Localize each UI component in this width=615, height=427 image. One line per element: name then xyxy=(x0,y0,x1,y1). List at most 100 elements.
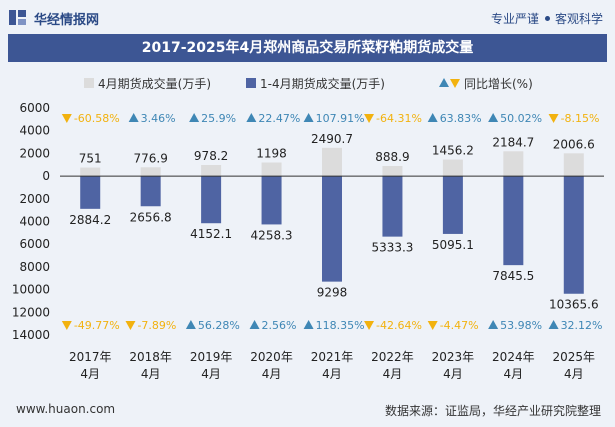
bar-cumulative xyxy=(140,176,161,207)
bar-april xyxy=(80,167,101,177)
value-label-cumulative: 10365.6 xyxy=(549,298,599,312)
growth-up-triangle-icon xyxy=(249,320,260,329)
growth-label-april: 3.46% xyxy=(141,112,176,125)
x-tick-label-year: 2023年 xyxy=(432,350,475,364)
growth-down-triangle-icon xyxy=(364,114,375,123)
value-label-cumulative: 7845.5 xyxy=(492,269,534,283)
growth-up-triangle-icon xyxy=(548,320,559,329)
x-tick-label-year: 2024年 xyxy=(492,350,535,364)
y-tick-label: 2000 xyxy=(19,146,50,160)
x-tick-label-year: 2025年 xyxy=(553,350,596,364)
growth-up-triangle-icon xyxy=(303,113,314,122)
growth-label-april: 25.9% xyxy=(201,112,236,125)
x-tick-label-month: 4月 xyxy=(443,367,463,381)
growth-down-triangle-icon xyxy=(61,321,72,330)
value-label-april: 2490.7 xyxy=(311,132,353,146)
slogan-left: 专业严谨 xyxy=(490,12,539,26)
growth-up-triangle-icon xyxy=(246,113,257,122)
slogan-dot-icon xyxy=(544,16,550,21)
slogan-right: 客观科学 xyxy=(554,12,603,26)
value-labels: 751 2884.2 776.9 2656.8 978.2 4152.1 1198 4258.… xyxy=(69,132,598,312)
x-tick-label-month: 4月 xyxy=(262,367,282,381)
y-tick-label: 12000 xyxy=(12,305,50,319)
growth-labels: -60.58% 3.46% 25.9% 22.47% 107.91% -64.31% 63.… xyxy=(61,112,603,332)
bar-april xyxy=(563,153,584,177)
growth-down-triangle-icon xyxy=(548,114,559,123)
x-tick-label-year: 2019年 xyxy=(190,350,233,364)
y-tick-label: 2000 xyxy=(19,192,50,206)
growth-label-cumulative: -49.77% xyxy=(74,319,120,332)
growth-up-triangle-icon xyxy=(303,320,314,329)
x-tick-label-month: 4月 xyxy=(322,367,342,381)
x-tick-label-month: 4月 xyxy=(504,367,524,381)
growth-label-cumulative: 56.28% xyxy=(198,319,240,332)
growth-up-triangle-icon xyxy=(185,320,196,329)
legend-label-cumulative: 1-4月期货成交量(万手) xyxy=(260,76,385,91)
y-tick-label: 8000 xyxy=(19,260,50,274)
chart-area: 4月期货成交量(万手) 1-4月期货成交量(万手) 同比增长(%) 14000 120… xyxy=(12,76,604,381)
y-tick-label: 0 xyxy=(42,169,50,183)
x-tick-label-year: 2017年 xyxy=(69,350,112,364)
growth-label-april: 22.47% xyxy=(258,112,300,125)
bar-cumulative xyxy=(80,176,101,209)
growth-down-triangle-icon xyxy=(364,321,375,330)
value-label-cumulative: 2884.2 xyxy=(69,213,111,227)
y-tick-label: 4000 xyxy=(19,124,50,138)
legend: 4月期货成交量(万手) 1-4月期货成交量(万手) 同比增长(%) xyxy=(84,76,533,91)
bar-april xyxy=(503,151,524,177)
x-tick-label-month: 4月 xyxy=(564,367,584,381)
brand-logo-icon xyxy=(9,10,26,25)
growth-label-april: 50.02% xyxy=(500,112,542,125)
y-tick-label: 6000 xyxy=(19,101,50,115)
title-bar: 2017-2025年4月郑州商品交易所菜籽粕期货成交量 xyxy=(8,34,607,62)
y-tick-label: 4000 xyxy=(19,215,50,229)
bar-april xyxy=(261,162,282,177)
growth-up-triangle-icon xyxy=(128,113,139,122)
x-tick-label-month: 4月 xyxy=(141,367,161,381)
x-tick-label-year: 2021年 xyxy=(311,350,354,364)
growth-down-triangle-icon xyxy=(427,321,438,330)
growth-label-april: -8.15% xyxy=(561,112,600,125)
growth-label-cumulative: -7.89% xyxy=(137,319,176,332)
growth-down-triangle-icon xyxy=(61,114,72,123)
bar-april xyxy=(201,164,222,177)
growth-label-cumulative: 2.56% xyxy=(262,319,297,332)
bar-cumulative xyxy=(382,176,403,237)
bars xyxy=(80,147,584,294)
y-axis: 14000 12000 10000 8000 6000 4000 2000 0 2000 4000… xyxy=(12,101,50,342)
value-label-april: 2184.7 xyxy=(492,135,534,149)
bar-april xyxy=(322,147,342,177)
bar-cumulative xyxy=(261,176,282,225)
bar-april xyxy=(140,167,161,177)
bar-cumulative xyxy=(322,176,342,282)
bar-cumulative xyxy=(563,176,584,294)
value-label-april: 888.9 xyxy=(375,150,409,164)
value-label-cumulative: 9298 xyxy=(317,286,348,300)
legend-swatch-cumulative xyxy=(246,78,256,88)
x-tick-label-month: 4月 xyxy=(383,367,403,381)
legend-swatch-april xyxy=(84,78,94,88)
value-label-april: 2006.6 xyxy=(553,137,595,151)
growth-label-april: 63.83% xyxy=(440,112,482,125)
chart-title: 2017-2025年4月郑州商品交易所菜籽粕期货成交量 xyxy=(141,40,474,56)
brand-name: 华经情报网 xyxy=(34,13,100,28)
value-label-april: 1198 xyxy=(256,147,287,161)
growth-label-april: -64.31% xyxy=(376,112,422,125)
value-label-april: 1456.2 xyxy=(432,144,474,158)
y-tick-label: 10000 xyxy=(12,283,50,297)
value-label-april: 978.2 xyxy=(194,149,228,163)
value-label-april: 776.9 xyxy=(133,151,167,165)
legend-label-growth: 同比增长(%) xyxy=(464,77,533,91)
growth-label-cumulative: -42.64% xyxy=(376,319,422,332)
growth-up-triangle-icon xyxy=(488,320,499,329)
slogan: 专业严谨 客观科学 xyxy=(491,10,603,27)
value-label-cumulative: 5333.3 xyxy=(371,241,413,255)
y-tick-label: 14000 xyxy=(12,328,50,342)
value-label-cumulative: 4258.3 xyxy=(251,228,293,242)
value-label-cumulative: 2656.8 xyxy=(130,210,172,224)
growth-label-cumulative: 53.98% xyxy=(500,319,542,332)
y-tick-label: 6000 xyxy=(19,237,50,251)
value-label-cumulative: 5095.1 xyxy=(432,238,474,252)
legend-label-april: 4月期货成交量(万手) xyxy=(98,76,211,91)
bar-cumulative xyxy=(201,176,222,224)
